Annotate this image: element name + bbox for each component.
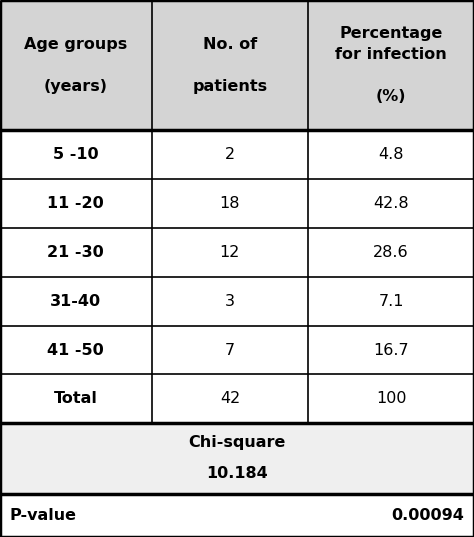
Bar — [0, 179, 474, 228]
Text: 42.8: 42.8 — [373, 196, 409, 211]
Text: 7: 7 — [225, 343, 235, 358]
Text: 28.6: 28.6 — [373, 245, 409, 260]
Text: No. of

patients: No. of patients — [192, 37, 267, 93]
Text: Total: Total — [54, 391, 98, 407]
Bar — [0, 374, 474, 423]
Text: Age groups

(years): Age groups (years) — [24, 37, 128, 93]
Bar — [0, 277, 474, 325]
Bar — [0, 0, 474, 130]
Text: 18: 18 — [219, 196, 240, 211]
Bar — [0, 130, 474, 179]
Text: 5 -10: 5 -10 — [53, 147, 99, 162]
Text: 31-40: 31-40 — [50, 294, 101, 309]
Text: 11 -20: 11 -20 — [47, 196, 104, 211]
Bar — [0, 494, 474, 537]
Text: 21 -30: 21 -30 — [47, 245, 104, 260]
Text: 0.00094: 0.00094 — [392, 508, 465, 523]
Text: P-value: P-value — [9, 508, 76, 523]
Text: 100: 100 — [376, 391, 406, 407]
Text: 16.7: 16.7 — [373, 343, 409, 358]
Text: 3: 3 — [225, 294, 235, 309]
Text: 12: 12 — [220, 245, 240, 260]
Text: 2: 2 — [225, 147, 235, 162]
Bar — [0, 325, 474, 374]
Text: 7.1: 7.1 — [378, 294, 404, 309]
Text: Chi-square: Chi-square — [188, 436, 286, 451]
Bar — [0, 423, 474, 494]
Text: 41 -50: 41 -50 — [47, 343, 104, 358]
Text: Percentage
for infection

(%): Percentage for infection (%) — [335, 26, 447, 104]
Text: 42: 42 — [220, 391, 240, 407]
Text: 10.184: 10.184 — [206, 466, 268, 481]
Text: 4.8: 4.8 — [378, 147, 404, 162]
Bar — [0, 228, 474, 277]
